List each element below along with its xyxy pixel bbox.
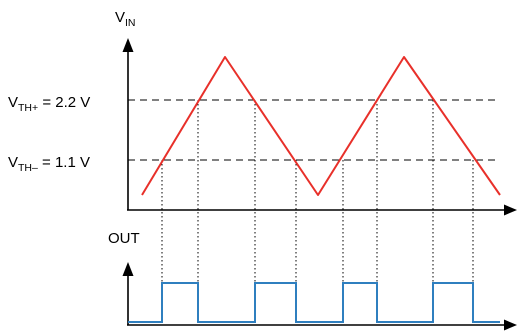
vin-label: VIN (115, 9, 136, 29)
out-y-axis-arrowhead (122, 262, 134, 276)
vth-low-label: VTH– = 1.1 V (8, 154, 90, 174)
vin-x-axis-arrowhead (504, 204, 517, 216)
transition-guides (161, 100, 474, 300)
input-triangle-wave (141, 56, 501, 196)
output-square-wave (128, 282, 500, 323)
out-label: OUT (108, 230, 140, 247)
vth-high-label: VTH+ = 2.2 V (8, 94, 90, 114)
out-x-axis-arrowhead (504, 319, 517, 331)
vin-y-axis-arrowhead (122, 38, 134, 52)
